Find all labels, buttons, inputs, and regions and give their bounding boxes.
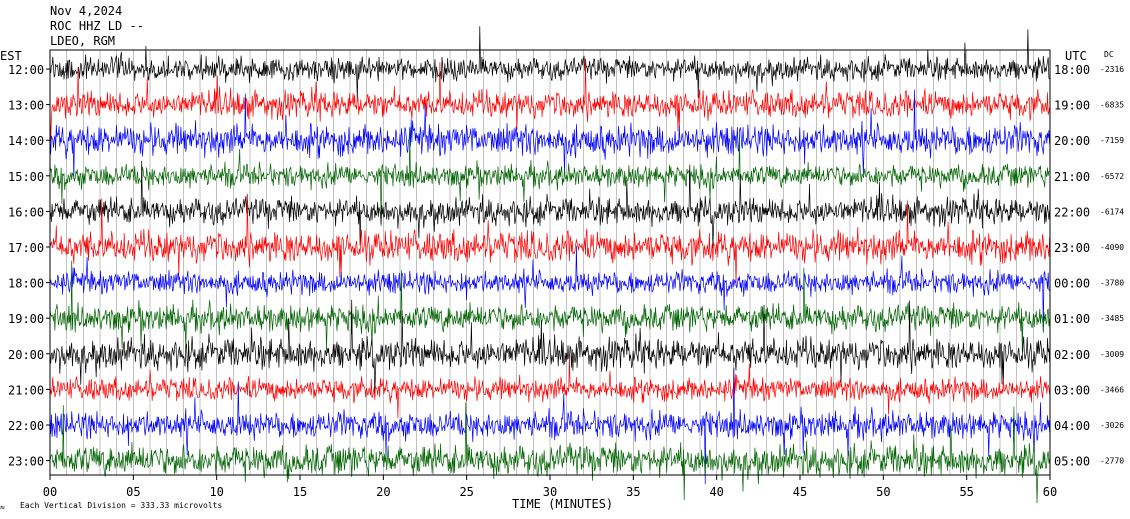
utc-hour-label: 04:00	[1054, 419, 1090, 433]
seismic-trace-1300	[49, 58, 1050, 142]
seismic-trace-1700	[49, 193, 1050, 286]
vertical-grid-lines	[66, 50, 1034, 475]
dc-offset-label: -3466	[1100, 385, 1124, 394]
x-tick-label: 10	[209, 485, 223, 499]
dc-offset-label: -3026	[1100, 421, 1124, 430]
utc-hour-label: 18:00	[1054, 63, 1090, 77]
x-tick-label: 55	[959, 485, 973, 499]
x-tick-label: 60	[1043, 485, 1057, 499]
dc-column-label: DC	[1104, 50, 1114, 59]
est-hour-label: 12:00	[8, 63, 44, 77]
dc-offset-label: -4090	[1100, 243, 1124, 252]
est-hour-label: 16:00	[8, 205, 44, 219]
utc-hour-label: 20:00	[1054, 134, 1090, 148]
seismic-trace-1500	[49, 127, 1050, 227]
seismic-traces	[49, 26, 1050, 504]
est-hour-label: 21:00	[8, 383, 44, 397]
utc-hour-label: 00:00	[1054, 277, 1090, 291]
footer-icon: ≈	[0, 503, 5, 512]
left-axis-label-est: EST	[0, 49, 22, 63]
seismic-trace-2300	[49, 402, 1050, 504]
utc-hour-label: 02:00	[1054, 348, 1090, 362]
est-hour-label: 23:00	[8, 455, 44, 469]
x-tick-label: 25	[459, 485, 473, 499]
x-axis-title: TIME (MINUTES)	[512, 497, 613, 511]
est-hour-label: 19:00	[8, 312, 44, 326]
est-hour-label: 14:00	[8, 134, 44, 148]
est-hour-label: 15:00	[8, 170, 44, 184]
dc-offset-label: -2770	[1100, 457, 1124, 466]
dc-offset-label: -6835	[1100, 101, 1124, 110]
x-tick-label: 35	[626, 485, 640, 499]
dc-offset-label: -6572	[1100, 172, 1124, 181]
axis-labels: 00 05 10 15 20 25 30 35 40 45 50 55 60 12:00 18:00 -231…	[8, 63, 1124, 499]
seismic-trace-2100	[49, 355, 1050, 418]
dc-offset-label: -3780	[1100, 279, 1124, 288]
footer-scale-note: Each Vertical Division = 333.33 microvol…	[20, 501, 222, 510]
utc-hour-label: 23:00	[1054, 241, 1090, 255]
header-network: LDEO, RGM	[50, 34, 115, 48]
seismic-trace-1600	[49, 160, 1050, 249]
x-tick-label: 15	[293, 485, 307, 499]
right-axis-label-utc: UTC	[1065, 49, 1087, 63]
seismic-trace-2000	[49, 299, 1050, 397]
utc-hour-label: 01:00	[1054, 312, 1090, 326]
x-tick-label: 45	[793, 485, 807, 499]
est-hour-label: 20:00	[8, 348, 44, 362]
seismic-trace-1800	[49, 245, 1050, 333]
utc-hour-label: 03:00	[1054, 383, 1090, 397]
utc-hour-label: 22:00	[1054, 205, 1090, 219]
dc-offset-label: -3009	[1100, 350, 1124, 359]
header-station: ROC HHZ LD --	[50, 19, 144, 33]
header-date: Nov 4,2024	[50, 4, 122, 18]
x-tick-label: 40	[709, 485, 723, 499]
utc-hour-label: 19:00	[1054, 99, 1090, 113]
dc-offset-label: -3485	[1100, 314, 1124, 323]
est-hour-label: 18:00	[8, 277, 44, 291]
x-tick-label: 30	[543, 485, 557, 499]
seismic-trace-1200	[49, 26, 1050, 102]
est-hour-label: 22:00	[8, 419, 44, 433]
dc-offset-label: -6174	[1100, 207, 1124, 216]
seismic-trace-1400	[49, 89, 1050, 180]
seismic-trace-2200	[49, 367, 1050, 485]
seismic-trace-1900	[49, 260, 1050, 353]
dc-offset-label: -2316	[1100, 65, 1124, 74]
est-hour-label: 13:00	[8, 99, 44, 113]
x-tick-label: 00	[43, 485, 57, 499]
utc-hour-label: 05:00	[1054, 455, 1090, 469]
x-tick-label: 20	[376, 485, 390, 499]
est-hour-label: 17:00	[8, 241, 44, 255]
x-tick-label: 05	[126, 485, 140, 499]
utc-hour-label: 21:00	[1054, 170, 1090, 184]
x-tick-label: 50	[876, 485, 890, 499]
dc-offset-label: -7159	[1100, 136, 1124, 145]
